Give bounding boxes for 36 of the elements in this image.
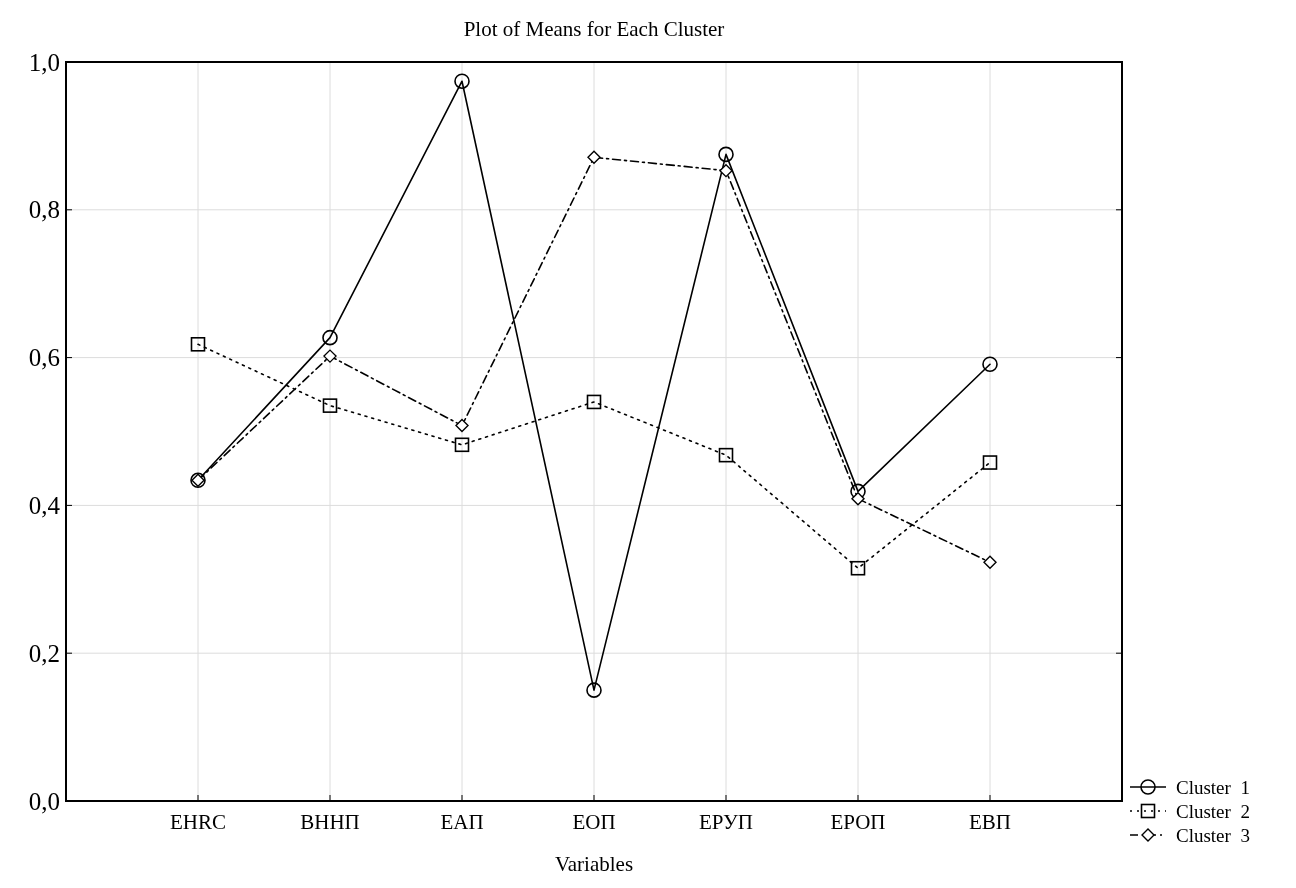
y-tick-label: 0,8	[28, 196, 60, 224]
legend-label: Cluster 2	[1176, 800, 1250, 822]
point	[323, 349, 337, 363]
point	[718, 146, 734, 163]
x-tick-label: ЕРУП	[698, 810, 754, 834]
y-tick-label: 0,2	[28, 639, 60, 667]
x-tick-label: ЕРОП	[830, 810, 886, 834]
y-tick-label: 1,0	[28, 48, 60, 76]
point	[587, 150, 601, 165]
chart-title: Plot of Means for Each Cluster	[463, 17, 725, 41]
point	[455, 418, 469, 433]
point	[322, 329, 338, 346]
point	[586, 682, 602, 698]
x-tick-label: ЕВП	[969, 810, 1011, 834]
point	[718, 447, 734, 463]
point	[982, 455, 998, 470]
point	[454, 437, 470, 453]
point	[454, 73, 470, 90]
y-tick-label: 0,0	[28, 787, 60, 815]
point	[850, 560, 866, 576]
point	[719, 163, 733, 178]
x-tick-label: EHRC	[169, 810, 227, 834]
x-tick-label: ЕОП	[572, 810, 616, 834]
y-tick-label: 0,6	[28, 344, 60, 372]
x-tick-label: ЕАП	[440, 810, 484, 834]
point	[322, 398, 338, 413]
x-tick-label: ВННП	[300, 810, 360, 834]
legend-label: Cluster 3	[1176, 824, 1250, 846]
x-axis-title: Variables	[554, 852, 634, 876]
y-tick-label: 0,4	[28, 491, 61, 519]
point	[851, 492, 865, 506]
point	[982, 356, 998, 373]
legend-label: Cluster 1	[1176, 776, 1250, 798]
point	[190, 337, 206, 352]
point	[983, 555, 997, 569]
point	[586, 394, 602, 410]
